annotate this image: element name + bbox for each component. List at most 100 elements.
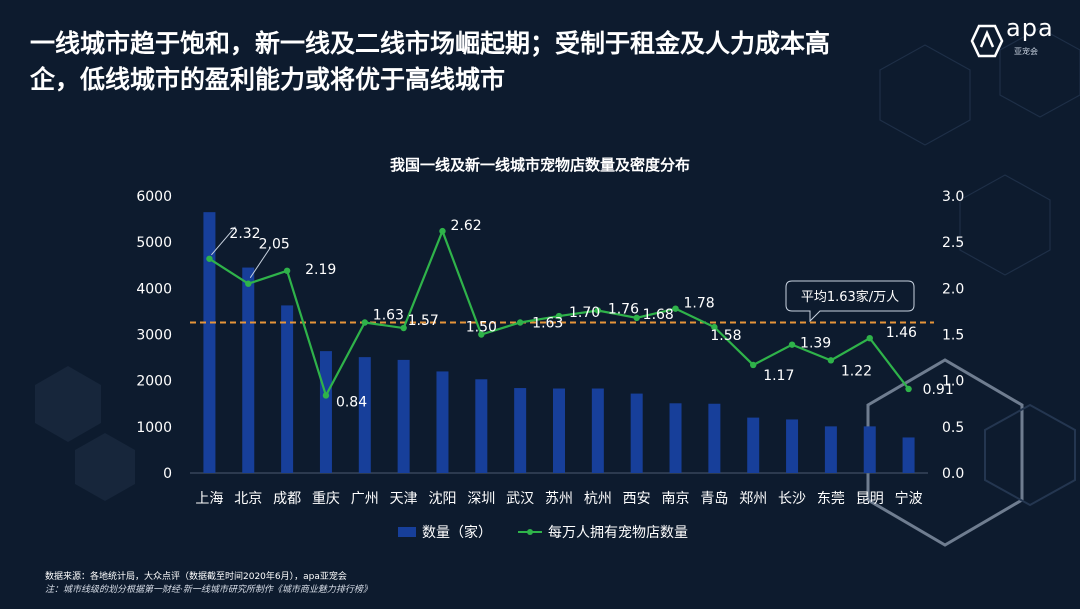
bar-杭州 <box>591 388 604 473</box>
density-data-label: 1.39 <box>800 336 831 352</box>
legend-label-line: 每万人拥有宠物店数量 <box>548 525 688 541</box>
bar-西安 <box>630 393 643 473</box>
density-point-苏州 <box>555 312 563 320</box>
y-left-tick-label: 5000 <box>136 235 172 251</box>
headline-line-2: 企，低线城市的盈利能力或将优于高线城市 <box>30 65 506 94</box>
x-tick-label: 西安 <box>623 491 651 507</box>
headline: 一线城市趋于饱和，新一线及二线市场崛起期；受制于租金及人力成本高 企，低线城市的… <box>30 26 930 98</box>
bar-成都 <box>281 305 294 473</box>
y-right-tick-label: 1.5 <box>942 328 964 344</box>
density-point-天津 <box>400 324 407 332</box>
footer-source: 数据来源：各地统计局，大众点评（数据截至时间2020年6月），apa亚宠会 <box>45 572 347 582</box>
x-tick-label: 武汉 <box>506 491 534 507</box>
chart-legend: 数量（家） 每万人拥有宠物店数量 <box>398 522 714 542</box>
density-data-label: 2.05 <box>259 237 290 253</box>
density-point-青岛 <box>711 323 718 331</box>
y-left-tick-label: 1000 <box>136 420 172 436</box>
footer: 数据来源：各地统计局，大众点评（数据截至时间2020年6月），apa亚宠会 注：… <box>45 571 372 597</box>
density-data-label: 1.46 <box>886 325 917 341</box>
logo-text: apa <box>1006 14 1054 42</box>
headline-line-1: 一线城市趋于饱和，新一线及二线市场崛起期；受制于租金及人力成本高 <box>30 29 831 58</box>
footer-note: 注：城市线级的划分根据第一财经·新一线城市研究所制作《城市商业魅力排行榜》 <box>45 585 372 595</box>
y-right-tick-label: 0.0 <box>942 466 964 482</box>
density-point-北京 <box>245 280 252 287</box>
density-point-郑州 <box>750 361 757 369</box>
density-point-广州 <box>361 319 368 326</box>
bar-天津 <box>397 359 410 473</box>
x-tick-label: 成都 <box>273 491 301 507</box>
bar-重庆 <box>319 351 332 473</box>
x-tick-label: 长沙 <box>778 491 806 507</box>
legend-label-bar: 数量（家） <box>422 525 492 541</box>
density-point-沈阳 <box>439 227 446 235</box>
density-point-重庆 <box>322 392 330 399</box>
bar-深圳 <box>475 379 488 473</box>
density-point-西安 <box>633 314 640 322</box>
y-right-tick-label: 1.0 <box>942 374 964 390</box>
density-data-label: 1.57 <box>408 313 439 329</box>
y-left-tick-label: 6000 <box>136 189 172 205</box>
x-tick-label: 北京 <box>234 491 262 507</box>
x-tick-label: 南京 <box>662 491 690 507</box>
bar-郑州 <box>747 417 760 473</box>
x-tick-label: 宁波 <box>895 490 923 507</box>
x-tick-label: 上海 <box>195 491 223 507</box>
density-data-label: 1.22 <box>841 363 872 379</box>
bar-沈阳 <box>436 371 449 473</box>
density-data-label: 0.84 <box>336 394 367 410</box>
bar-北京 <box>242 267 255 473</box>
legend-line-swatch-icon <box>518 527 542 537</box>
logo-subtext: 亚宠会 <box>1014 47 1038 56</box>
density-data-label: 1.63 <box>373 307 404 323</box>
density-data-label: 1.58 <box>710 328 741 344</box>
x-tick-label: 东莞 <box>817 491 845 507</box>
x-tick-label: 杭州 <box>584 491 612 507</box>
average-callout-box <box>785 280 915 323</box>
bar-青岛 <box>708 403 721 473</box>
bar-武汉 <box>514 388 527 473</box>
density-data-label: 1.68 <box>643 307 674 323</box>
chart-title: 我国一线及新一线城市宠物店数量及密度分布 <box>389 156 690 174</box>
x-tick-label: 广州 <box>351 491 379 507</box>
density-point-深圳 <box>478 331 485 338</box>
bar-上海 <box>203 212 216 474</box>
y-right-tick-label: 2.5 <box>942 235 964 251</box>
density-data-label: 0.91 <box>923 382 954 398</box>
x-tick-label: 昆明 <box>856 491 884 507</box>
density-data-label: 1.63 <box>532 315 563 331</box>
y-left-tick-label: 4000 <box>136 281 172 297</box>
average-callout-label: 平均1.63家/万人 <box>801 289 899 305</box>
density-point-上海 <box>206 255 213 262</box>
legend-item-bar: 数量（家） <box>398 522 492 542</box>
y-right-tick-label: 0.5 <box>942 420 964 436</box>
density-data-label: 1.78 <box>684 296 715 312</box>
density-data-label: 1.50 <box>466 320 497 336</box>
x-tick-label: 深圳 <box>467 491 495 507</box>
y-left-tick-label: 2000 <box>136 374 172 390</box>
label-connector-北京 <box>249 247 271 278</box>
x-tick-label: 青岛 <box>700 491 728 507</box>
density-data-label: 1.17 <box>763 368 794 384</box>
density-data-label: 1.76 <box>608 301 639 317</box>
bar-东莞 <box>824 426 837 473</box>
label-connector-上海 <box>211 226 236 256</box>
y-left-tick-label: 3000 <box>136 328 172 344</box>
bar-昆明 <box>863 426 876 473</box>
bar-苏州 <box>553 388 565 473</box>
legend-bar-swatch-icon <box>398 527 416 537</box>
density-data-label: 2.32 <box>229 226 260 242</box>
density-data-label: 2.19 <box>305 262 336 278</box>
bar-广州 <box>358 357 371 473</box>
y-left-tick-label: 0 <box>163 466 172 482</box>
density-point-成都 <box>283 267 291 274</box>
bar-长沙 <box>786 419 799 473</box>
density-point-南京 <box>672 305 679 312</box>
density-point-昆明 <box>866 334 873 342</box>
legend-item-line: 每万人拥有宠物店数量 <box>518 522 688 542</box>
apa-logo-icon <box>970 24 1004 58</box>
x-tick-label: 天津 <box>390 491 418 507</box>
x-tick-label: 重庆 <box>312 491 340 507</box>
density-point-杭州 <box>594 307 602 314</box>
